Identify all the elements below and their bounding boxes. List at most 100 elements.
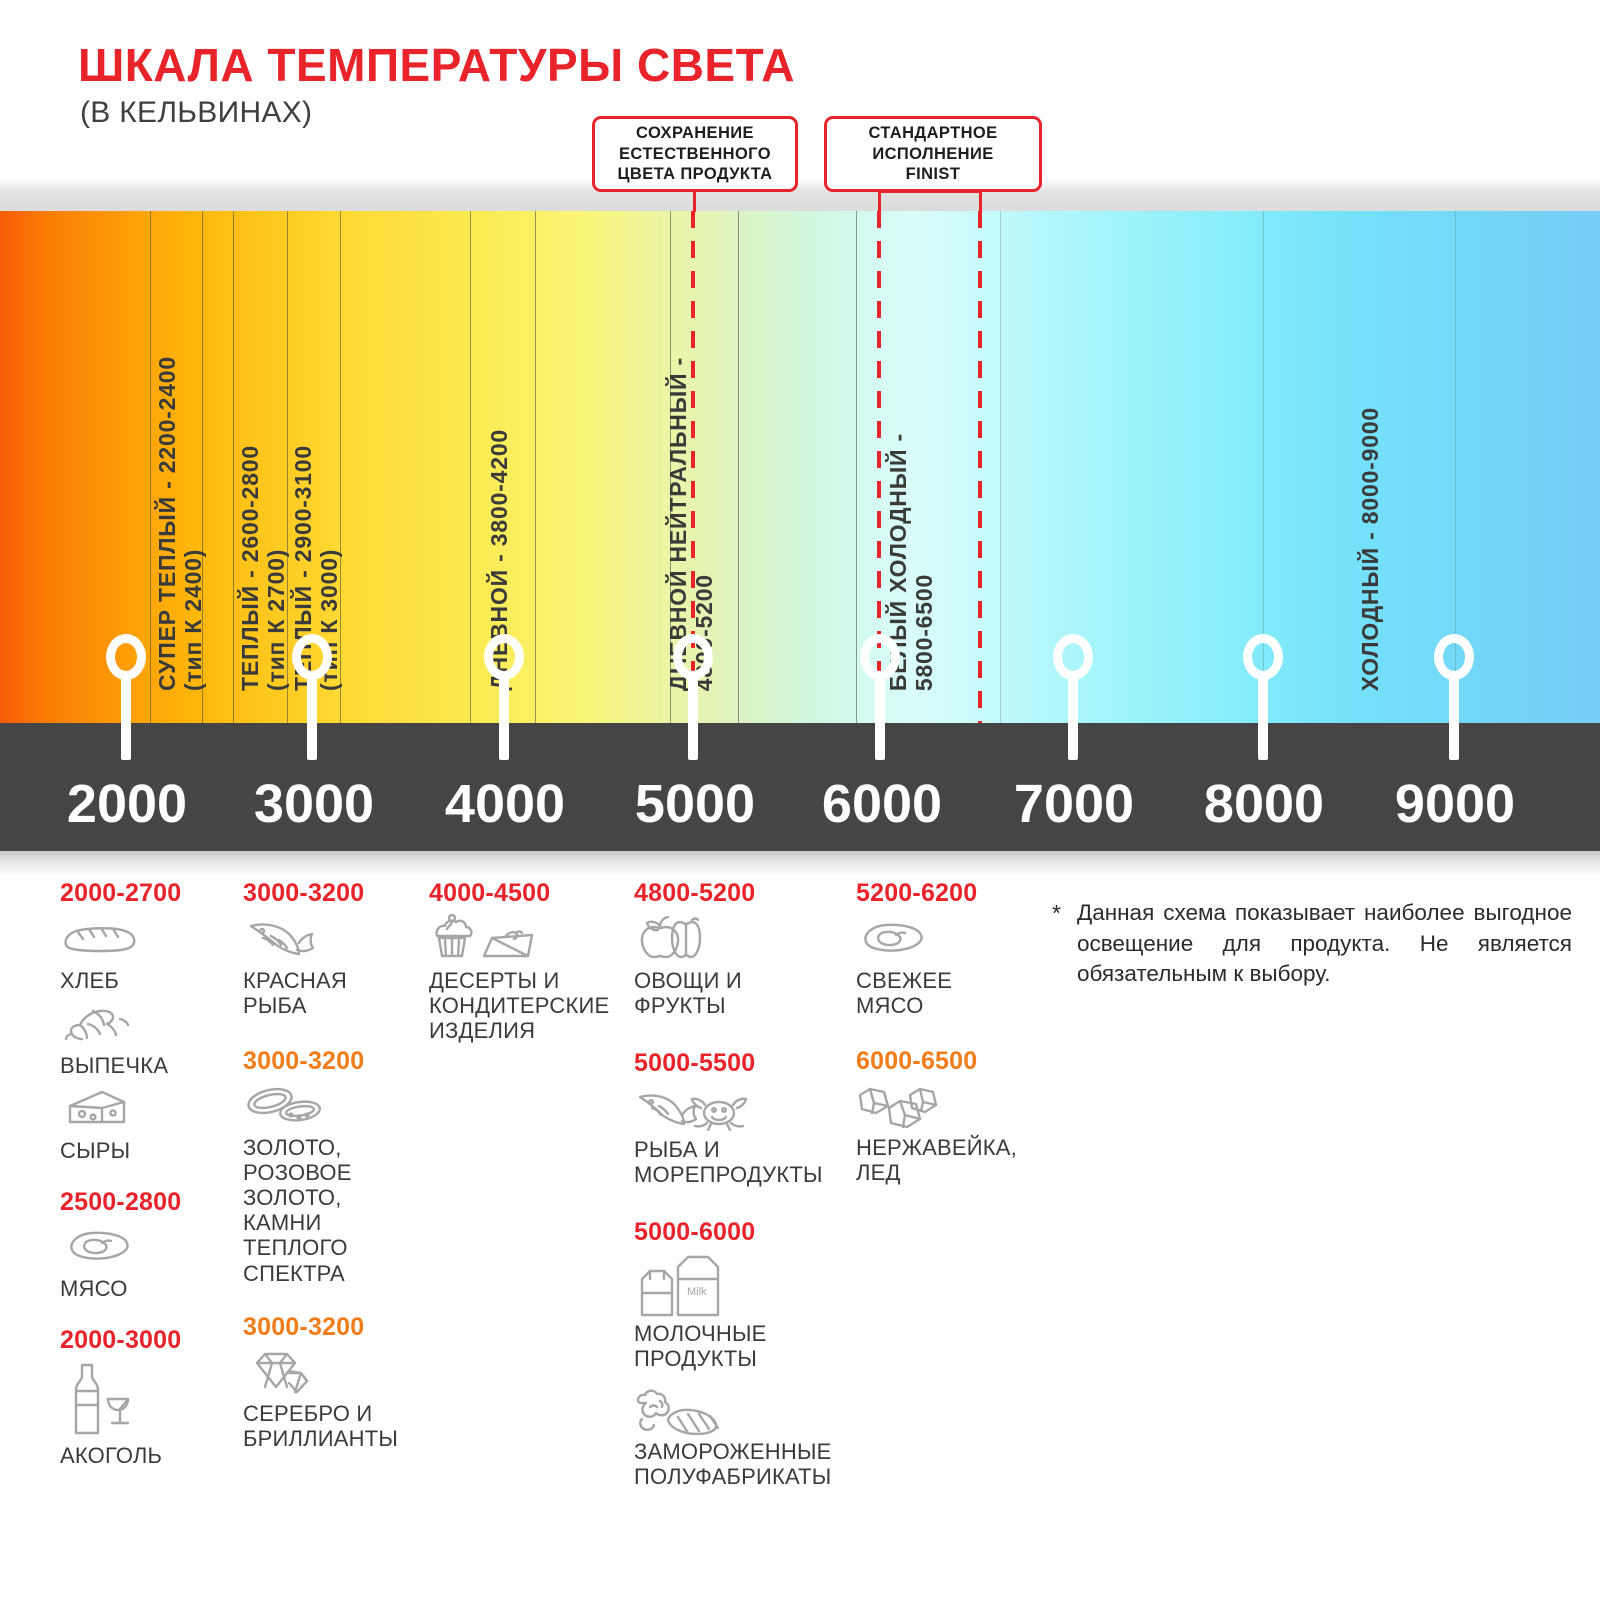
legend-column-4: 4800-5200 ОВОЩИ И ФРУКТЫ 5000-5500 РЫБА …: [634, 879, 849, 1505]
legend-item-label: ЗАМОРОЖЕННЫЕ ПОЛУФАБРИКАТЫ: [634, 1438, 832, 1490]
axis-tick-4000: 4000: [444, 774, 566, 834]
band-divider: [470, 211, 471, 723]
band-divider: [150, 211, 151, 723]
list-item: Milk МОЛОЧНЫЕ ПРОДУКТЫ: [634, 1253, 849, 1371]
callout-natural-color: СОХРАНЕНИЕ ЕСТЕСТВЕННОГО ЦВЕТА ПРОДУКТА: [592, 116, 798, 192]
callout-standard-line-1: СТАНДАРТНОЕ: [868, 124, 998, 143]
legend-range: 4000-4500: [429, 879, 551, 907]
list-item: РЫБА И МОРЕПРОДУКТЫ: [634, 1083, 849, 1187]
frozen-icon: [634, 1385, 849, 1437]
axis-tick-3000: 3000: [253, 774, 375, 834]
band-label-cold: ХОЛОДНЫЙ - 8000-9000: [1357, 406, 1383, 691]
legend-group: 3000-3200 ЗОЛОТО, РОЗОВОЕ ЗОЛОТО, КАМНИ …: [243, 1046, 418, 1286]
axis-tick-9000: 9000: [1394, 774, 1516, 834]
callout-stem-standard-a: [878, 190, 881, 212]
list-item: ОВОЩИ И ФРУКТЫ: [634, 914, 849, 1018]
legend-group: 3000-3200 КРАСНАЯ РЫБА: [243, 879, 418, 1018]
list-item: ЗОЛОТО, РОЗОВОЕ ЗОЛОТО, КАМНИ ТЕПЛОГО СП…: [243, 1081, 418, 1286]
callout-natural-line-3: ЦВЕТА ПРОДУКТА: [617, 165, 773, 184]
legend-range: 5000-5500: [634, 1048, 756, 1077]
legend-range: 3000-3200: [243, 1312, 365, 1341]
legend-range: 3000-3200: [243, 879, 365, 907]
band-divider: [233, 211, 234, 723]
bread-icon: [60, 914, 230, 966]
footnote-text: Данная схема показывает наиболее выгодно…: [1076, 900, 1572, 987]
legend-group: 2500-2800 МЯСО: [60, 1188, 230, 1302]
cheese-icon: [60, 1084, 230, 1136]
legend-range: 5000-6000: [634, 1218, 756, 1247]
dessert-icon: [429, 913, 619, 966]
page-title: ШКАЛА ТЕМПЕРАТУРЫ СВЕТА: [78, 39, 796, 91]
legend: 2000-2700 ХЛЕБ ВЫПЕЧКА: [0, 879, 1600, 1600]
legend-group: 2000-2700 ХЛЕБ ВЫПЕЧКА: [60, 879, 230, 1163]
axis-shadow: [0, 851, 1600, 877]
axis-tick-6000: 6000: [821, 774, 943, 834]
legend-range: 3000-3200: [243, 1046, 365, 1075]
legend-item-label: РЫБА И МОРЕПРОДУКТЫ: [634, 1137, 823, 1188]
legend-item-label: ОВОЩИ И ФРУКТЫ: [634, 967, 742, 1018]
legend-column-5: 5200-6200 СВЕЖЕЕ МЯСО 6000-6500 НЕРЖАВЕЙ…: [856, 879, 1041, 1201]
band-divider: [738, 211, 739, 723]
axis-tick-8000: 8000: [1203, 774, 1325, 834]
list-item: СЫРЫ: [60, 1084, 230, 1163]
axis-bar: 2000 3000 4000 5000 6000 7000 8000 9000: [0, 723, 1600, 851]
diamond-icon: [243, 1347, 418, 1399]
legend-item-label: СВЕЖЕЕ МЯСО: [856, 967, 953, 1018]
legend-column-2: 3000-3200 КРАСНАЯ РЫБА 3000-3200 ЗОЛОТО,…: [243, 879, 418, 1467]
band-divider: [670, 211, 671, 723]
band-divider: [202, 211, 203, 723]
legend-column-1: 2000-2700 ХЛЕБ ВЫПЕЧКА: [60, 879, 230, 1484]
band-divider: [1263, 211, 1264, 723]
legend-item-label: ЗОЛОТО, РОЗОВОЕ ЗОЛОТО, КАМНИ ТЕПЛОГО СП…: [243, 1135, 352, 1286]
legend-group: 2000-3000 АКОГОЛЬ: [60, 1327, 230, 1468]
list-item: ВЫПЕЧКА: [60, 999, 230, 1078]
spectrum-gradient: СУПЕР ТЕПЛЫЙ - 2200-2400 (тип К 2400) ТЕП…: [0, 211, 1600, 723]
croissant-icon: [60, 999, 230, 1051]
callout-standard-line-2: ИСПОЛНЕНИЕ: [872, 144, 994, 163]
callout-natural-line-2: ЕСТЕСТВЕННОГО: [619, 144, 771, 163]
list-item: КРАСНАЯ РЫБА: [243, 914, 418, 1018]
legend-item-label: МЯСО: [60, 1276, 128, 1302]
legend-range: 6000-6500: [856, 1046, 978, 1075]
legend-group: 4800-5200 ОВОЩИ И ФРУКТЫ: [634, 879, 849, 1018]
list-item: ДЕСЕРТЫ И КОНДИТЕРСКИЕ ИЗДЕЛИЯ: [429, 913, 619, 1043]
axis-tick-5000: 5000: [634, 774, 756, 834]
list-item: СВЕЖЕЕ МЯСО: [856, 914, 1041, 1018]
marker-line-finist-end: [978, 211, 982, 723]
legend-item-label: СЫРЫ: [60, 1137, 131, 1163]
callout-standard-finist: СТАНДАРТНОЕ ИСПОЛНЕНИЕ FINIST: [824, 116, 1042, 192]
legend-item-label: КРАСНАЯ РЫБА: [243, 967, 347, 1018]
rings-icon: [243, 1081, 418, 1133]
callout-stem-standard-b: [979, 190, 982, 212]
axis-tick-2000: 2000: [66, 774, 188, 834]
marker-line-natural: [691, 211, 695, 723]
legend-group: 5000-6000 Milk МОЛОЧНЫЕ ПРОДУКТЫ ЗАМОРОЖ…: [634, 1219, 849, 1489]
milk-icon: Milk: [634, 1253, 849, 1319]
fish-icon: [243, 914, 418, 966]
legend-item-label: АКОГОЛЬ: [60, 1442, 163, 1468]
legend-item-label: МОЛОЧНЫЕ ПРОДУКТЫ: [634, 1320, 767, 1371]
band-divider: [1000, 211, 1001, 723]
footnote-star: *: [1052, 900, 1061, 926]
legend-group: 5200-6200 СВЕЖЕЕ МЯСО: [856, 879, 1041, 1018]
legend-group: 5000-5500 РЫБА И МОРЕПРОДУКТЫ: [634, 1048, 849, 1188]
alcohol-icon: [60, 1361, 230, 1441]
legend-item-label: ДЕСЕРТЫ И КОНДИТЕРСКИЕ ИЗДЕЛИЯ: [429, 967, 610, 1043]
axis-tick-7000: 7000: [1013, 774, 1135, 834]
list-item: АКОГОЛЬ: [60, 1361, 230, 1468]
legend-range: 2000-3000: [60, 1326, 182, 1355]
ice-icon: [856, 1081, 1041, 1133]
legend-group: 6000-6500 НЕРЖАВЕЙКА, ЛЕД: [856, 1046, 1041, 1186]
list-item: ЗАМОРОЖЕННЫЕ ПОЛУФАБРИКАТЫ: [634, 1385, 849, 1489]
callout-stem-natural: [693, 190, 696, 212]
shelf-band: [0, 178, 1600, 211]
legend-range: 2000-2700: [60, 879, 182, 907]
marker-line-finist-start: [877, 211, 881, 723]
fresh-meat-icon: [856, 914, 1041, 966]
band-divider: [535, 211, 536, 723]
list-item: МЯСО: [60, 1222, 230, 1301]
callout-natural-line-1: СОХРАНЕНИЕ: [636, 124, 754, 143]
band-divider: [856, 211, 857, 723]
seafood-icon: [634, 1083, 849, 1135]
